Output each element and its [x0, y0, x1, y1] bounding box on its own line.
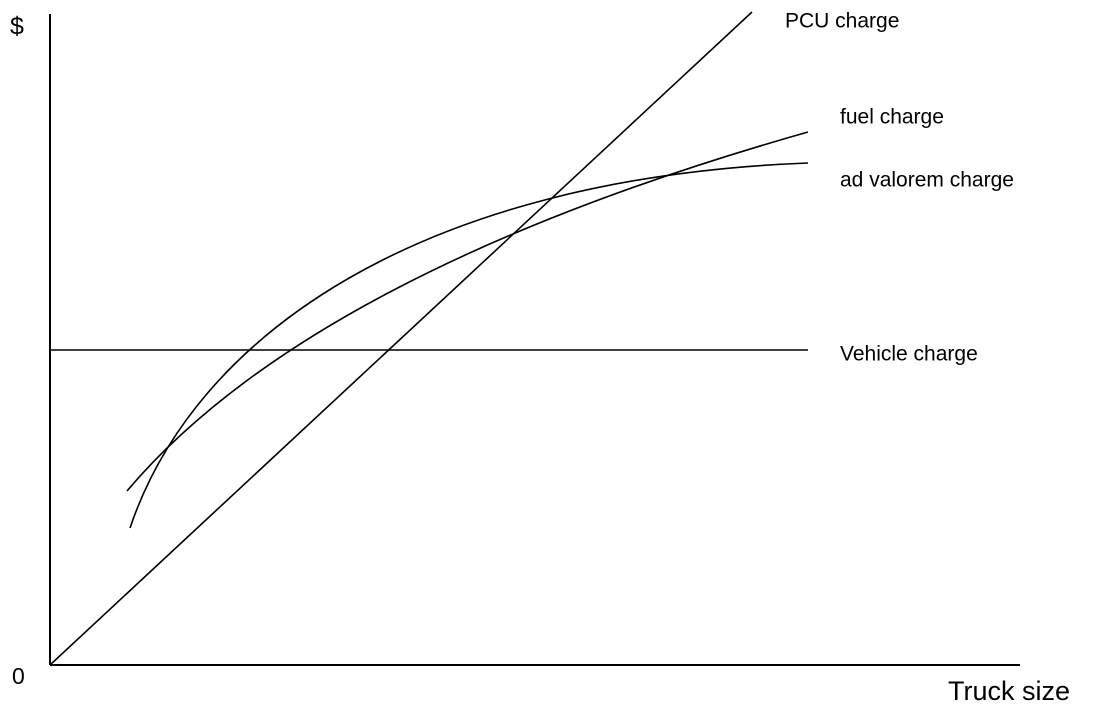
x-axis-label: Truck size [948, 676, 1070, 706]
curve-label: ad valorem charge [840, 169, 1014, 192]
curve-label: fuel charge [840, 106, 944, 129]
pcu-charge-line [49, 11, 753, 666]
y-axis-label: $ [10, 13, 24, 41]
curve-label: Vehicle charge [840, 343, 978, 366]
curve-label: PCU charge [785, 10, 899, 33]
origin-label: 0 [12, 663, 25, 689]
fuel-charge-curve [126, 131, 809, 492]
ad-valorem-charge-curve [129, 162, 809, 529]
